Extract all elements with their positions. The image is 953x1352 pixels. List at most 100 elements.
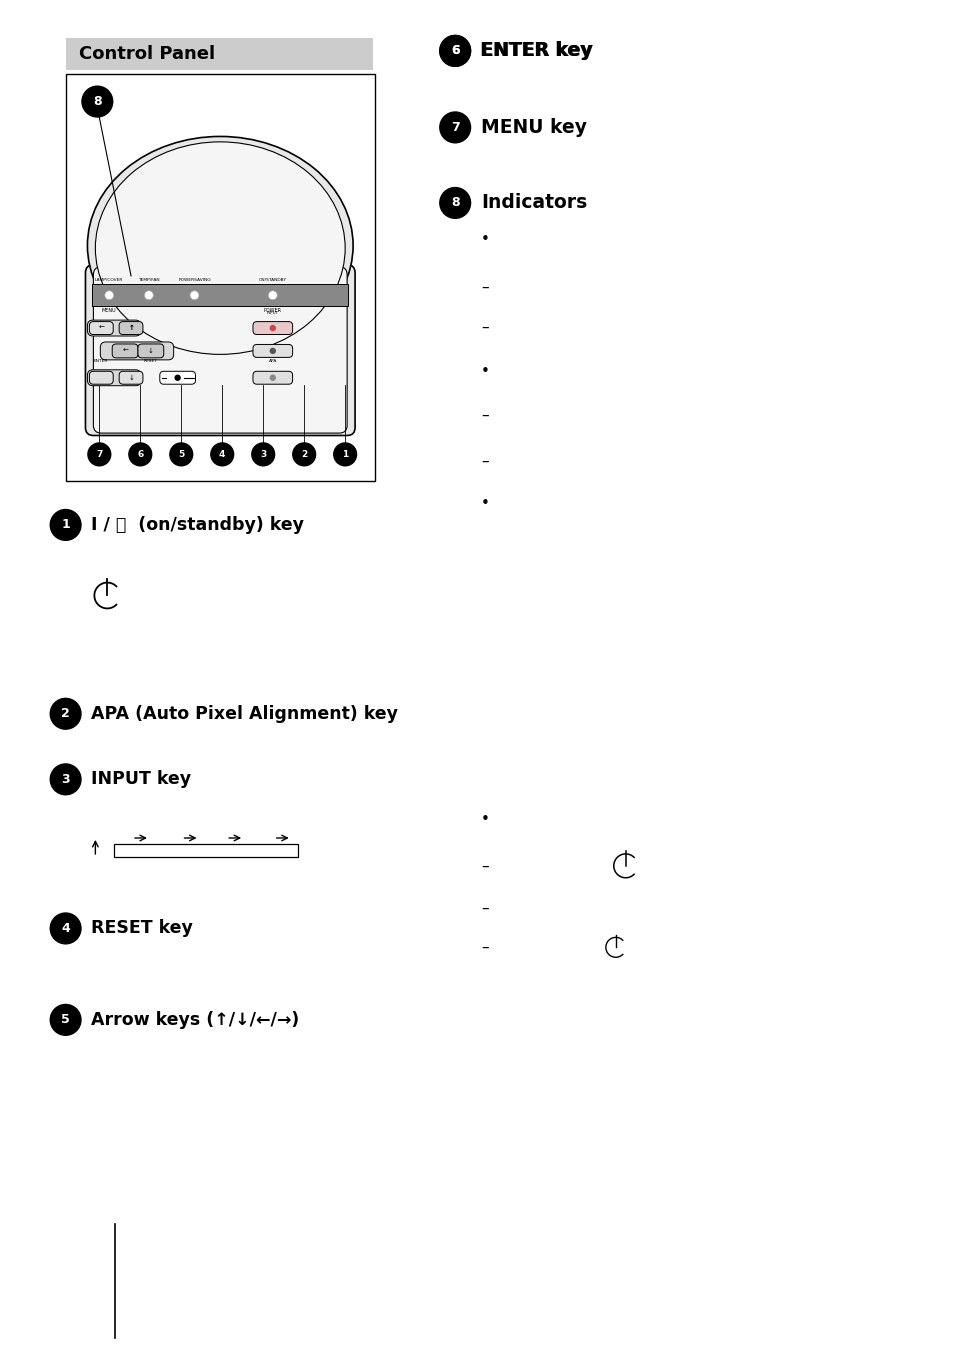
Text: ENTER key: ENTER key — [479, 42, 592, 61]
Text: RESET: RESET — [144, 360, 157, 364]
Circle shape — [439, 112, 470, 143]
Text: Control Panel: Control Panel — [78, 45, 214, 62]
FancyBboxPatch shape — [160, 372, 195, 384]
Text: 1: 1 — [61, 518, 70, 531]
FancyBboxPatch shape — [66, 38, 373, 70]
Text: APA (Auto Pixel Alignment) key: APA (Auto Pixel Alignment) key — [91, 704, 398, 723]
Text: 2: 2 — [301, 450, 307, 458]
FancyBboxPatch shape — [66, 74, 375, 481]
Text: 8: 8 — [93, 95, 102, 108]
Text: ON/STANDBY: ON/STANDBY — [258, 279, 287, 283]
Text: INPUT key: INPUT key — [91, 771, 192, 788]
Text: •: • — [480, 811, 489, 826]
Circle shape — [439, 35, 470, 66]
FancyBboxPatch shape — [90, 372, 113, 384]
Circle shape — [129, 443, 152, 466]
FancyBboxPatch shape — [88, 370, 141, 385]
Text: –: – — [480, 900, 488, 917]
Circle shape — [270, 349, 275, 353]
Circle shape — [270, 326, 275, 330]
Text: Arrow keys (↑/↓/←/→): Arrow keys (↑/↓/←/→) — [91, 1011, 299, 1029]
FancyBboxPatch shape — [100, 342, 173, 360]
Circle shape — [268, 291, 277, 300]
Text: –: – — [480, 454, 488, 469]
Text: ↑: ↑ — [128, 324, 133, 331]
FancyBboxPatch shape — [90, 322, 113, 334]
Text: –: – — [480, 940, 488, 955]
FancyBboxPatch shape — [88, 320, 141, 337]
Text: 6: 6 — [451, 45, 459, 57]
FancyBboxPatch shape — [253, 345, 293, 357]
FancyBboxPatch shape — [119, 322, 143, 334]
Text: POWER: POWER — [264, 308, 281, 314]
Text: –: – — [480, 280, 488, 295]
Text: 3: 3 — [260, 450, 266, 458]
Text: 5: 5 — [178, 450, 184, 458]
Text: ENTER key: ENTER key — [480, 42, 593, 61]
Text: 5: 5 — [61, 1014, 70, 1026]
Text: –: – — [480, 319, 488, 335]
Text: 8: 8 — [451, 196, 459, 210]
Bar — [114, 844, 297, 857]
Ellipse shape — [95, 142, 345, 354]
Text: I / ⏻  (on/standby) key: I / ⏻ (on/standby) key — [91, 516, 304, 534]
Text: –: – — [480, 408, 488, 423]
Text: •: • — [480, 365, 489, 380]
Text: MENU: MENU — [102, 308, 116, 314]
Text: 4: 4 — [61, 922, 70, 936]
Text: –: – — [480, 859, 488, 873]
Text: LAMP/COVER: LAMP/COVER — [95, 279, 123, 283]
Text: ←: ← — [98, 324, 104, 331]
FancyBboxPatch shape — [92, 284, 348, 306]
Circle shape — [51, 1005, 81, 1036]
Circle shape — [293, 443, 315, 466]
Text: ENTER: ENTER — [94, 360, 109, 364]
Circle shape — [439, 188, 470, 218]
Text: •: • — [480, 233, 489, 247]
Circle shape — [144, 291, 153, 300]
Text: ↓: ↓ — [148, 347, 153, 354]
Text: 1: 1 — [342, 450, 348, 458]
FancyBboxPatch shape — [253, 322, 293, 334]
Text: 3: 3 — [61, 773, 70, 786]
Circle shape — [190, 291, 199, 300]
Text: ❶: ❶ — [445, 42, 462, 61]
Circle shape — [211, 443, 233, 466]
Circle shape — [51, 913, 81, 944]
Text: ←: ← — [122, 347, 128, 354]
Circle shape — [270, 376, 275, 380]
FancyBboxPatch shape — [112, 343, 138, 358]
Text: 7: 7 — [96, 450, 102, 458]
FancyBboxPatch shape — [138, 343, 164, 358]
Text: 6: 6 — [451, 45, 459, 57]
FancyBboxPatch shape — [93, 266, 347, 433]
Text: APA: APA — [269, 360, 276, 364]
Circle shape — [51, 764, 81, 795]
Circle shape — [51, 510, 81, 541]
Text: ↓: ↓ — [128, 375, 133, 381]
Text: POWERSAVING: POWERSAVING — [178, 279, 211, 283]
FancyBboxPatch shape — [119, 372, 143, 384]
Circle shape — [51, 699, 81, 729]
Text: •: • — [480, 496, 489, 511]
Text: 4: 4 — [219, 450, 225, 458]
FancyBboxPatch shape — [253, 372, 293, 384]
Text: INPUT: INPUT — [267, 311, 278, 315]
Text: 2: 2 — [61, 707, 70, 721]
Text: MENU key: MENU key — [480, 118, 586, 137]
Circle shape — [82, 87, 112, 118]
Text: 6: 6 — [137, 450, 143, 458]
Text: 7: 7 — [451, 120, 459, 134]
Circle shape — [334, 443, 356, 466]
Text: RESET key: RESET key — [91, 919, 193, 937]
Circle shape — [252, 443, 274, 466]
Ellipse shape — [88, 137, 353, 354]
FancyBboxPatch shape — [86, 265, 355, 435]
Circle shape — [170, 443, 193, 466]
Circle shape — [88, 443, 111, 466]
Circle shape — [439, 35, 470, 66]
Circle shape — [175, 376, 180, 380]
Text: ↑: ↑ — [128, 324, 133, 331]
Circle shape — [105, 291, 113, 300]
Text: TEMP/FAN: TEMP/FAN — [138, 279, 159, 283]
